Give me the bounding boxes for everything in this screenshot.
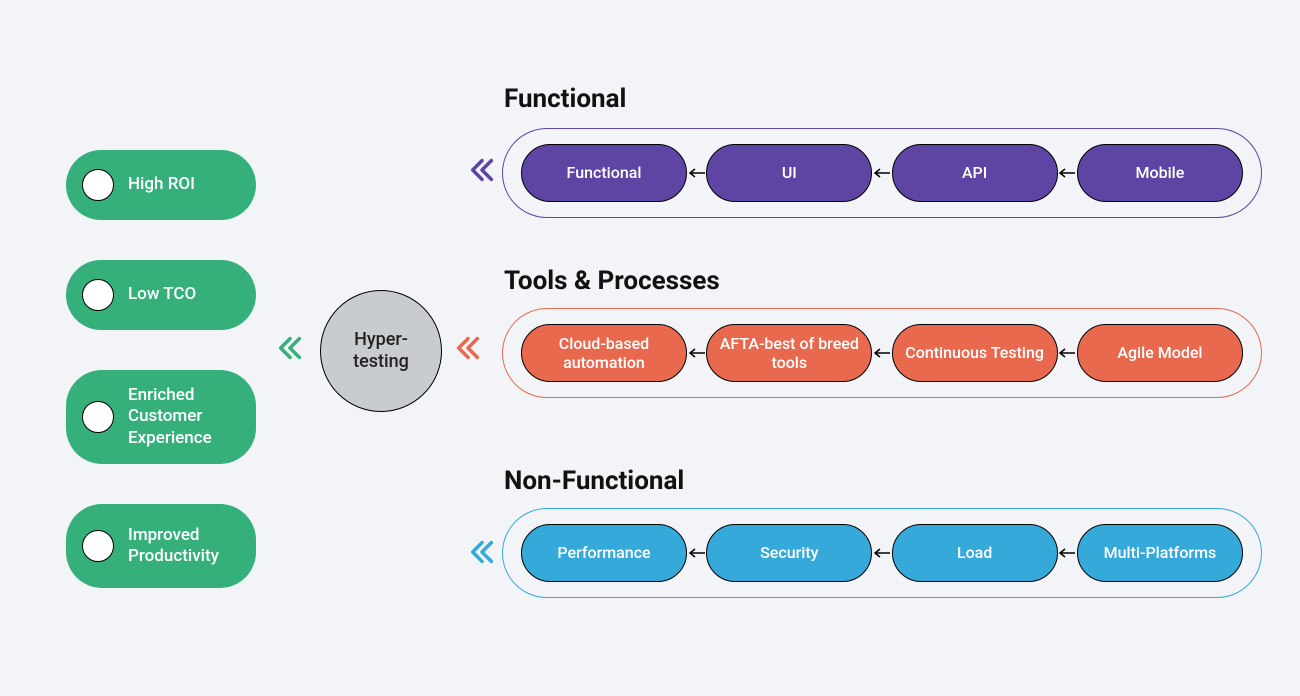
pill-functional: Mobile (1077, 144, 1243, 202)
arrow-left-icon (873, 347, 891, 359)
pill-label: Multi-Platforms (1104, 543, 1217, 562)
double-chevron-left-icon (468, 156, 496, 184)
pill-label: AFTA-best of breed tools (717, 334, 861, 372)
bullet-icon (82, 401, 114, 433)
pill-functional: UI (706, 144, 872, 202)
pill-tools: Continuous Testing (892, 324, 1058, 382)
category-title-nonfunctional: Non-Functional (504, 466, 684, 496)
outcome-pill: High ROI (66, 150, 256, 220)
double-chevron-left-icon (468, 538, 496, 566)
pill-label: Functional (567, 163, 642, 182)
arrow-left-icon (1058, 167, 1076, 179)
bullet-icon (82, 530, 114, 562)
outcome-pill: Enriched Customer Experience (66, 370, 256, 464)
pill-label: Load (957, 543, 992, 562)
outcome-label: Improved Productivity (128, 525, 256, 568)
category-title-tools: Tools & Processes (504, 266, 720, 296)
pill-label: Continuous Testing (905, 343, 1044, 362)
outcome-label: High ROI (128, 174, 195, 195)
pill-tools: AFTA-best of breed tools (706, 324, 872, 382)
outcome-label: Low TCO (128, 284, 196, 305)
arrow-left-icon (873, 167, 891, 179)
pill-tools: Cloud-based automation (521, 324, 687, 382)
arrow-left-icon (1058, 347, 1076, 359)
hub-circle: Hyper-testing (320, 290, 442, 412)
pill-functional: API (892, 144, 1058, 202)
arrow-left-icon (688, 167, 706, 179)
outcome-pill: Low TCO (66, 260, 256, 330)
double-chevron-left-icon (276, 334, 304, 362)
category-box-tools: Cloud-based automation AFTA-best of bree… (502, 308, 1262, 398)
pill-label: Security (760, 543, 818, 562)
category-box-nonfunctional: Performance Security Load Multi-Platform… (502, 508, 1262, 598)
category-box-functional: Functional UI API Mobile (502, 128, 1262, 218)
pill-nonfunctional: Performance (521, 524, 687, 582)
pill-label: Agile Model (1117, 343, 1202, 362)
pill-label: Mobile (1136, 163, 1185, 182)
bullet-icon (82, 169, 114, 201)
arrow-left-icon (688, 347, 706, 359)
outcome-label: Enriched Customer Experience (128, 385, 256, 449)
pill-label: Cloud-based automation (532, 334, 676, 372)
outcome-pill: Improved Productivity (66, 504, 256, 588)
pill-label: UI (782, 163, 797, 182)
pill-functional: Functional (521, 144, 687, 202)
arrow-left-icon (873, 547, 891, 559)
pill-label: Performance (557, 543, 650, 562)
pill-label: API (962, 163, 987, 182)
arrow-left-icon (688, 547, 706, 559)
arrow-left-icon (1058, 547, 1076, 559)
pill-nonfunctional: Security (706, 524, 872, 582)
category-title-functional: Functional (504, 84, 626, 114)
pill-tools: Agile Model (1077, 324, 1243, 382)
pill-nonfunctional: Multi-Platforms (1077, 524, 1243, 582)
diagram-canvas: High ROI Low TCO Enriched Customer Exper… (0, 0, 1300, 696)
pill-nonfunctional: Load (892, 524, 1058, 582)
bullet-icon (82, 279, 114, 311)
hub-label: Hyper-testing (353, 329, 409, 374)
double-chevron-left-icon (454, 334, 482, 362)
